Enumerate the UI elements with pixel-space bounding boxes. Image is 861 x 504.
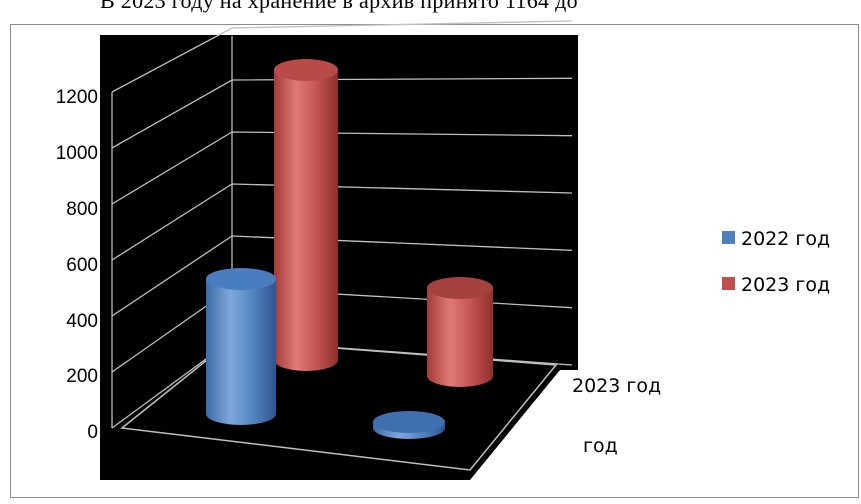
legend: 2022 год 2023 год <box>722 228 830 296</box>
cylinder-body <box>274 70 338 371</box>
document-text-line: В 2023 году на хранение в архив принято … <box>100 0 578 13</box>
legend-label-2023: 2023 год <box>741 274 830 296</box>
chart-floor <box>120 339 558 471</box>
grid-lines <box>111 20 573 429</box>
y-tick-label: 600 <box>66 255 98 276</box>
data-label: 1164 <box>268 30 309 49</box>
legend-swatch-2023 <box>722 277 735 290</box>
cylinder-top <box>274 59 338 81</box>
legend-label-2022: 2022 год <box>741 228 830 250</box>
category-label: год <box>583 435 618 457</box>
cylinder-top <box>373 411 445 433</box>
bar-2022-год-1 <box>206 268 276 425</box>
grid-line <box>111 20 573 93</box>
legend-swatch-2022 <box>722 231 735 244</box>
bar-2023-год-1 <box>274 59 338 371</box>
cylinder-top <box>206 268 276 290</box>
bar-2023-год-0 <box>427 277 493 387</box>
y-tick-label: 200 <box>66 366 98 387</box>
cylinder-body <box>206 279 276 425</box>
cylinder-top <box>427 277 493 299</box>
bars <box>206 59 493 439</box>
y-tick-label: 1200 <box>56 87 98 108</box>
y-tick-label: 400 <box>66 311 98 332</box>
cylinder-body <box>427 288 493 387</box>
category-label: 2023 год <box>572 375 661 397</box>
y-tick-label: 800 <box>66 199 98 220</box>
plot-area <box>100 35 578 480</box>
y-tick-label: 0 <box>87 422 98 443</box>
y-tick-label: 1000 <box>56 143 98 164</box>
bar-2022-год-0 <box>373 411 445 439</box>
y-axis: 0 200 400 600 800 1000 1200 <box>56 87 98 443</box>
